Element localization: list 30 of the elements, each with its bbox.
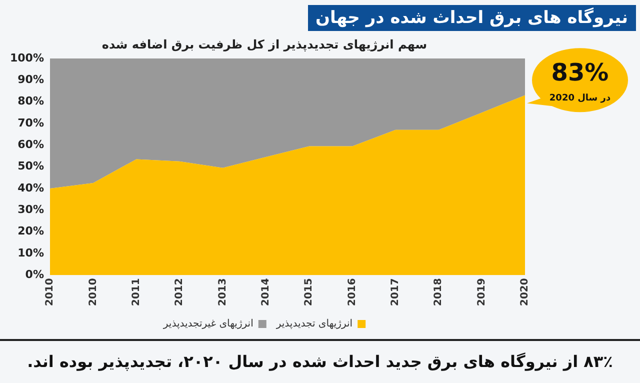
x-tick-label: 2016	[346, 278, 358, 306]
annotation: 83%	[551, 58, 609, 86]
y-tick-label: 50%	[18, 160, 44, 173]
x-tick-label: 2010	[88, 278, 99, 306]
x-tick-label: 2012	[174, 278, 186, 306]
x-tick-label: 2010	[44, 278, 56, 306]
y-tick-label: 40%	[18, 181, 44, 194]
x-tick-label: 2014	[260, 278, 272, 306]
legend-label: انرژیهای تجدیدپذیر	[275, 318, 353, 330]
y-tick-label: 100%	[10, 51, 44, 64]
x-tick-label: 2020	[520, 278, 531, 306]
x-tick-label: 2018	[433, 278, 444, 306]
x-tick-label: 2019	[476, 278, 488, 306]
y-tick-label: 80%	[18, 94, 44, 108]
y-tick-label: 30%	[18, 202, 44, 216]
x-tick-label: 2011	[130, 278, 142, 306]
y-tick-label: 0%	[25, 268, 44, 282]
chart-title: نیروگاه های برق احداث شده در جهان	[308, 5, 636, 31]
y-tick-label: 90%	[18, 72, 44, 86]
text: ۸۳٪ از نیروگاه های برق جدید احداث شده در سال ۲۰۲۰، تجدیدپذیر بوده اند.	[0, 339, 640, 381]
y-tick-label: 20%	[18, 224, 44, 238]
y-tick-label: 60%	[18, 138, 44, 151]
y-tick-label: 10%	[18, 246, 44, 260]
legend-label: انرژیهای غیرتجدیدپذیر	[162, 318, 254, 330]
x-tick-label: 2017	[390, 278, 402, 306]
chart-subtitle: سهم انرژیهای تجدیدپذیر از کل ظرفیت برق اضافه شده	[102, 37, 428, 52]
x-tick-label: 2013	[217, 278, 228, 306]
text: در سال 2020	[549, 93, 611, 104]
x-tick-label: 2015	[304, 278, 315, 306]
y-tick-label: 70%	[18, 116, 44, 130]
